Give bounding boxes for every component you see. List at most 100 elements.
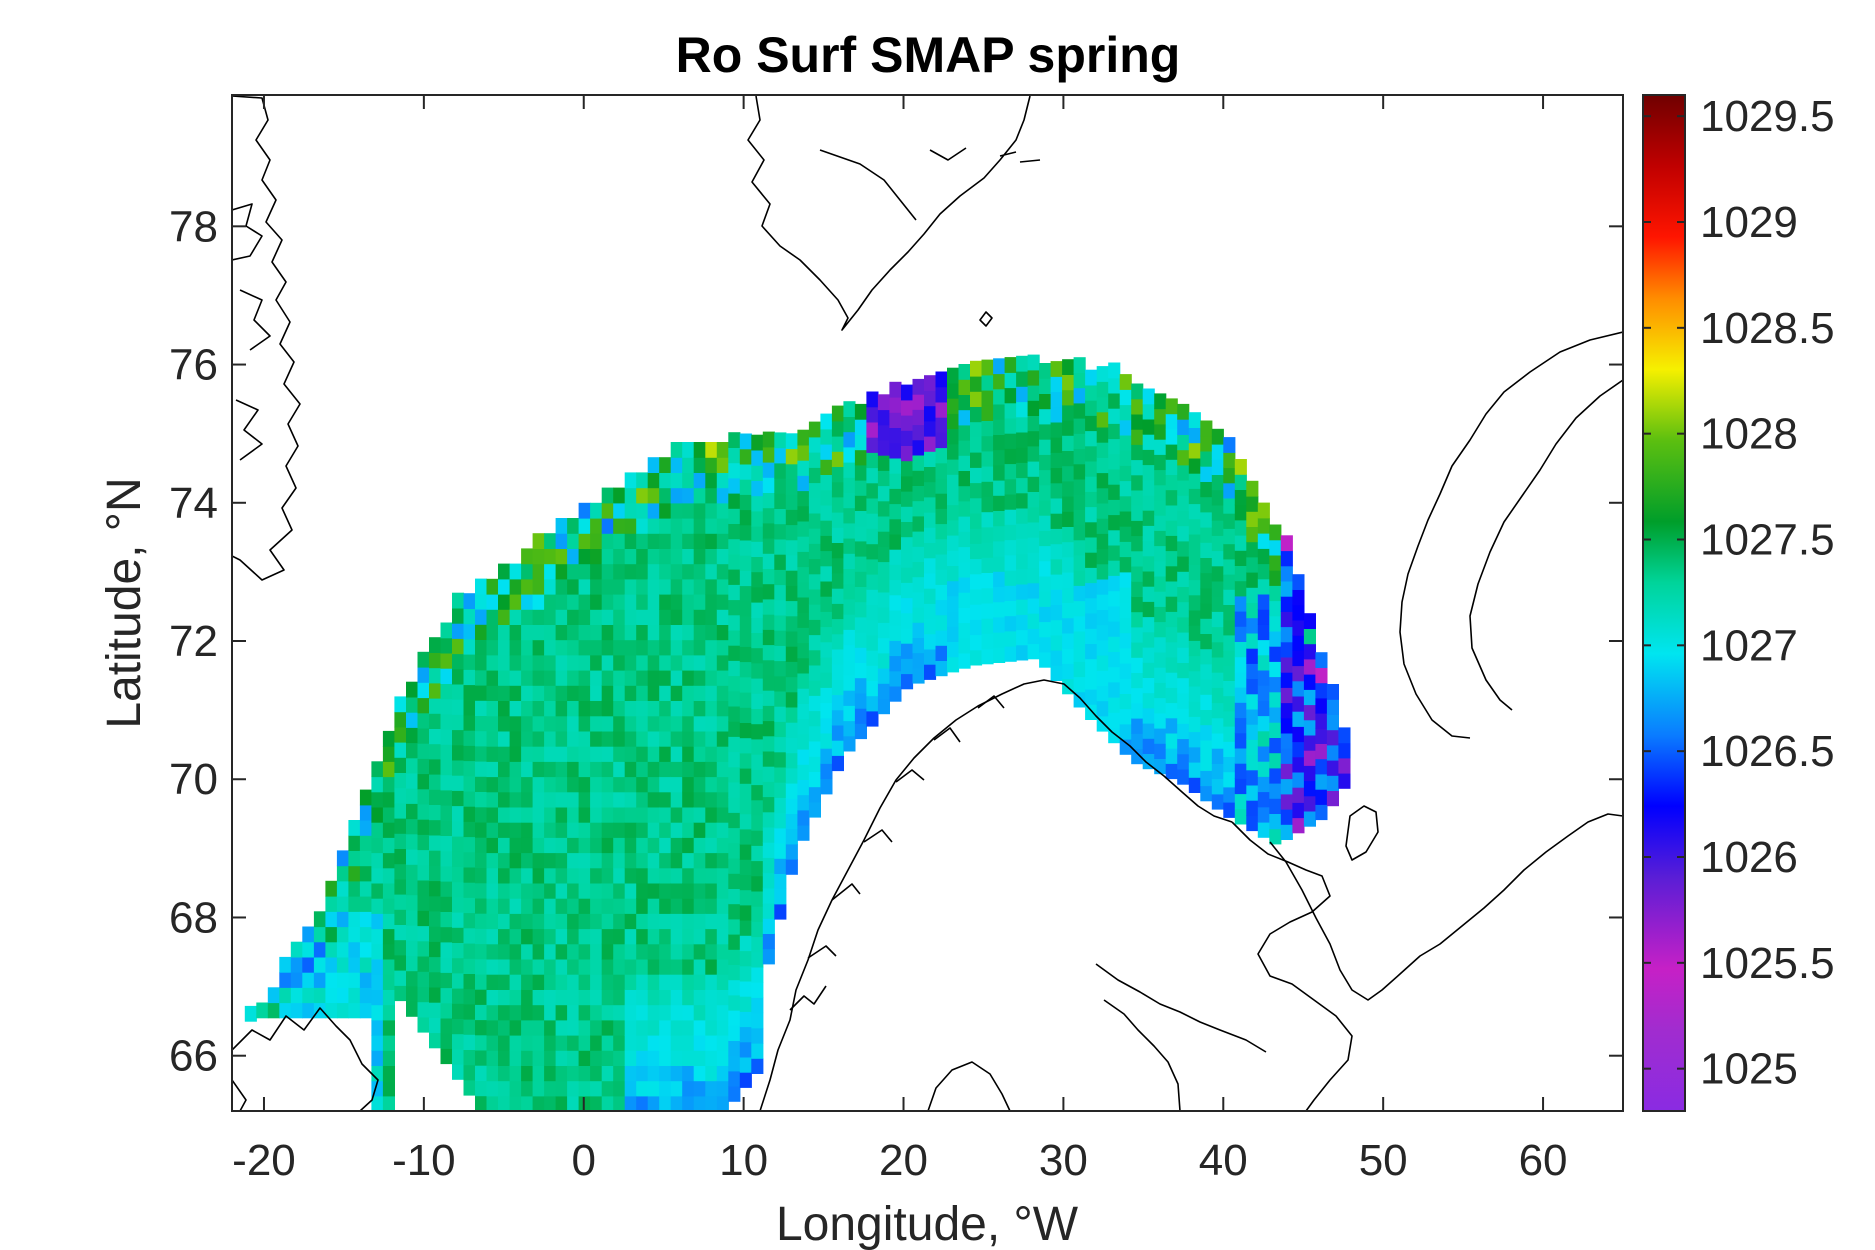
heatmap-cell bbox=[440, 1048, 453, 1065]
heatmap-cell bbox=[1131, 383, 1144, 400]
heatmap-cell bbox=[521, 867, 534, 884]
heatmap-cell bbox=[475, 669, 488, 686]
heatmap-cell bbox=[889, 518, 902, 535]
heatmap-cell bbox=[578, 761, 591, 778]
heatmap-cell bbox=[1188, 731, 1201, 748]
heatmap-cell bbox=[981, 359, 994, 376]
heatmap-cell bbox=[440, 1002, 453, 1019]
heatmap-cell bbox=[429, 743, 442, 760]
heatmap-cell bbox=[958, 652, 971, 669]
heatmap-cell bbox=[429, 728, 442, 745]
heatmap-cell bbox=[1303, 810, 1316, 827]
heatmap-cell bbox=[624, 913, 637, 930]
heatmap-cell bbox=[647, 609, 660, 625]
heatmap-cell bbox=[624, 700, 637, 717]
heatmap-cell bbox=[636, 1004, 649, 1021]
heatmap-cell bbox=[693, 761, 706, 778]
heatmap-cell bbox=[1085, 506, 1098, 523]
heatmap-cell bbox=[670, 852, 683, 869]
heatmap-cell bbox=[590, 989, 603, 1006]
heatmap-cell bbox=[544, 837, 557, 854]
heatmap-cell bbox=[820, 504, 833, 521]
heatmap-cell bbox=[693, 609, 706, 625]
heatmap-cell bbox=[371, 913, 384, 930]
heatmap-cell bbox=[901, 612, 914, 629]
y-tick-label: 68 bbox=[169, 893, 218, 942]
heatmap-cell bbox=[1154, 393, 1167, 410]
heatmap-cell bbox=[866, 467, 879, 484]
heatmap-cell bbox=[359, 789, 372, 806]
heatmap-cell bbox=[1223, 543, 1236, 560]
heatmap-cell bbox=[590, 578, 603, 595]
heatmap-cell bbox=[555, 548, 568, 565]
heatmap-cell bbox=[498, 806, 511, 823]
heatmap-cell bbox=[567, 594, 580, 610]
heatmap-cell bbox=[1062, 572, 1075, 588]
heatmap-cell bbox=[1004, 570, 1017, 586]
heatmap-cell bbox=[624, 806, 637, 823]
heatmap-cell bbox=[1004, 433, 1017, 449]
heatmap-cell bbox=[762, 568, 775, 585]
heatmap-cell bbox=[1280, 732, 1293, 749]
heatmap-cell bbox=[728, 781, 741, 798]
heatmap-cell bbox=[970, 543, 983, 560]
heatmap-cell bbox=[613, 563, 626, 580]
heatmap-cell bbox=[751, 906, 764, 922]
heatmap-cell bbox=[831, 724, 844, 741]
heatmap-cell bbox=[1223, 786, 1236, 803]
heatmap-cell bbox=[636, 578, 649, 595]
heatmap-cell bbox=[774, 812, 787, 829]
heatmap-cell bbox=[1200, 679, 1213, 695]
heatmap-cell bbox=[544, 761, 557, 778]
heatmap-cell bbox=[1200, 709, 1213, 726]
heatmap-cell bbox=[544, 548, 557, 565]
heatmap-cell bbox=[705, 1019, 718, 1036]
heatmap-cell bbox=[613, 1019, 626, 1036]
heatmap-cell bbox=[613, 1095, 626, 1111]
heatmap-cell bbox=[313, 972, 326, 988]
heatmap-cell bbox=[578, 852, 591, 869]
heatmap-cell bbox=[682, 1050, 695, 1066]
heatmap-cell bbox=[1234, 535, 1247, 551]
heatmap-cell bbox=[901, 567, 914, 583]
heatmap-cell bbox=[544, 806, 557, 823]
heatmap-cell bbox=[1223, 482, 1236, 499]
heatmap-cell bbox=[820, 535, 833, 552]
heatmap-cell bbox=[613, 1065, 626, 1082]
heatmap-cell bbox=[797, 581, 810, 598]
heatmap-cell bbox=[774, 751, 787, 768]
heatmap-cell bbox=[1188, 427, 1201, 444]
heatmap-cell bbox=[567, 730, 580, 747]
heatmap-cell bbox=[659, 806, 672, 823]
heatmap-cell bbox=[1004, 524, 1017, 541]
heatmap-cell bbox=[636, 867, 649, 884]
heatmap-cell bbox=[590, 700, 603, 717]
heatmap-cell bbox=[1050, 421, 1063, 438]
heatmap-cell bbox=[578, 700, 591, 717]
heatmap-cell bbox=[774, 614, 787, 631]
heatmap-cell bbox=[1062, 359, 1075, 375]
heatmap-cell bbox=[613, 578, 626, 595]
heatmap-cell bbox=[440, 652, 453, 669]
heatmap-cell bbox=[1073, 661, 1086, 678]
heatmap-cell bbox=[670, 715, 683, 732]
heatmap-cell bbox=[728, 569, 741, 585]
heatmap-cell bbox=[1257, 624, 1270, 641]
heatmap-cell bbox=[808, 497, 821, 514]
heatmap-cell bbox=[866, 619, 879, 636]
heatmap-cell bbox=[1016, 568, 1029, 585]
novaya-zemlya-coast bbox=[1399, 331, 1623, 739]
heatmap-cell bbox=[486, 639, 499, 656]
heatmap-cell bbox=[1119, 541, 1132, 558]
heatmap-cell bbox=[647, 487, 660, 504]
heatmap-cell bbox=[728, 523, 741, 540]
heatmap-cell bbox=[797, 475, 810, 492]
heatmap-cell bbox=[659, 594, 672, 610]
norway-coast bbox=[759, 679, 1233, 1111]
heatmap-cell bbox=[877, 424, 890, 441]
heatmap-cell bbox=[555, 1095, 568, 1111]
heatmap-cell bbox=[1004, 630, 1017, 647]
heatmap-cell bbox=[1280, 748, 1293, 764]
heatmap-cell bbox=[728, 1010, 741, 1026]
heatmap-cell bbox=[578, 746, 591, 762]
